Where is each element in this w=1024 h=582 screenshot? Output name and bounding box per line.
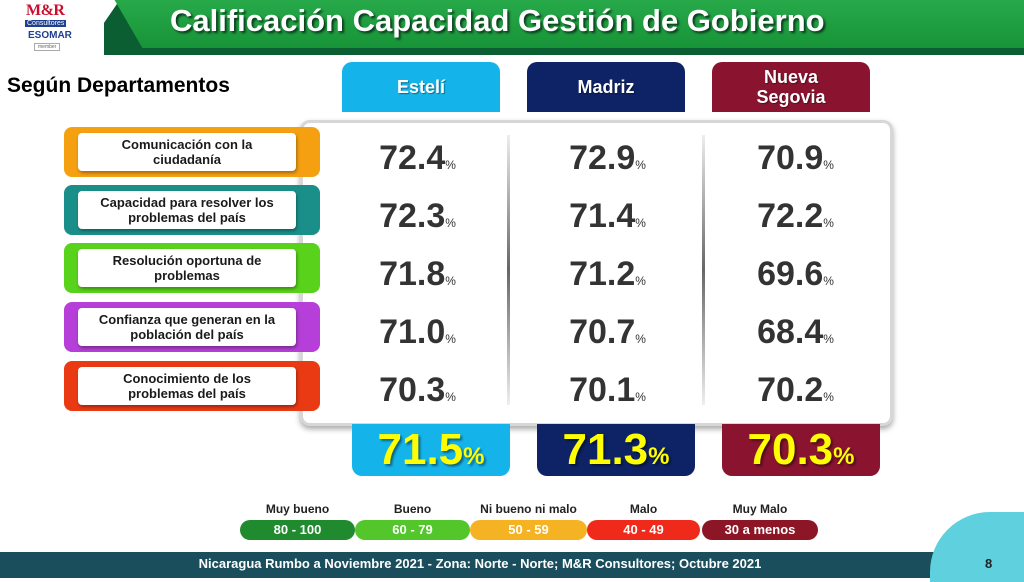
percent-sign: % <box>823 158 834 172</box>
cell-number: 71.8 <box>379 255 446 293</box>
cell-number: 70.2 <box>757 371 824 409</box>
cell-number: 71.0 <box>379 313 446 351</box>
percent-sign: % <box>648 443 670 470</box>
percent-sign: % <box>445 216 456 230</box>
row-label-text: Confianza que generan en la población de… <box>98 312 276 342</box>
cell-value: 72.3% <box>330 196 505 236</box>
cell-value: 70.9% <box>708 138 883 178</box>
total-number: 71.5 <box>377 425 464 474</box>
total-number: 71.3 <box>562 425 649 474</box>
total-madriz: 71.3% <box>537 424 695 476</box>
cell-number: 72.2 <box>757 197 824 235</box>
legend-label: Bueno <box>393 502 432 516</box>
page-title: Calificación Capacidad Gestión de Gobier… <box>170 3 825 38</box>
percent-sign: % <box>445 390 456 404</box>
cell-value: 71.2% <box>520 254 695 294</box>
cell-value: 71.4% <box>520 196 695 236</box>
percent-sign: % <box>823 390 834 404</box>
cell-value: 70.2% <box>708 370 883 410</box>
cell-number: 72.4 <box>379 139 446 177</box>
legend-range: 30 a menos <box>702 520 818 540</box>
cell-number: 70.7 <box>569 313 636 351</box>
company-logo: M&R Consultores ESOMAR member <box>0 0 104 60</box>
percent-sign: % <box>833 443 855 470</box>
row-label: Confianza que generan en la población de… <box>78 308 296 346</box>
cell-value: 68.4% <box>708 312 883 352</box>
legend-label: Malo <box>629 502 658 516</box>
column-header-label: Nueva Segovia <box>756 67 826 107</box>
cell-value: 71.8% <box>330 254 505 294</box>
logo-member-text: member <box>34 43 61 51</box>
cell-value: 70.1% <box>520 370 695 410</box>
percent-sign: % <box>445 332 456 346</box>
percent-sign: % <box>445 274 456 288</box>
logo-main-text: M&R <box>26 2 65 19</box>
cell-number: 72.3 <box>379 197 446 235</box>
total-esteli: 71.5% <box>352 424 510 476</box>
cell-value: 71.0% <box>330 312 505 352</box>
row-label-text: Conocimiento de los problemas del país <box>123 371 251 401</box>
row-label: Resolución oportuna de problemas <box>78 249 296 287</box>
legend-range: 40 - 49 <box>587 520 700 540</box>
legend-label: Muy Malo <box>732 502 788 516</box>
percent-sign: % <box>823 274 834 288</box>
total-nueva-segovia: 70.3% <box>722 424 880 476</box>
percent-sign: % <box>635 158 646 172</box>
legend-range: 50 - 59 <box>470 520 587 540</box>
percent-sign: % <box>463 443 485 470</box>
column-header-esteli: Estelí <box>342 62 500 112</box>
cell-number: 70.9 <box>757 139 824 177</box>
percent-sign: % <box>635 216 646 230</box>
total-number: 70.3 <box>747 425 834 474</box>
row-label: Capacidad para resolver los problemas de… <box>78 191 296 229</box>
decorative-wave <box>930 512 1024 582</box>
percent-sign: % <box>635 390 646 404</box>
column-divider <box>507 135 510 405</box>
percent-sign: % <box>823 332 834 346</box>
row-label-text: Comunicación con la ciudadanía <box>121 137 253 167</box>
footer-text: Nicaragua Rumbo a Noviembre 2021 - Zona:… <box>198 556 762 571</box>
percent-sign: % <box>823 216 834 230</box>
cell-value: 72.2% <box>708 196 883 236</box>
row-label-text: Resolución oportuna de problemas <box>112 253 262 283</box>
cell-number: 71.4 <box>569 197 636 235</box>
section-subtitle: Según Departamentos <box>7 74 230 97</box>
cell-value: 69.6% <box>708 254 883 294</box>
cell-number: 68.4 <box>757 313 824 351</box>
cell-value: 72.9% <box>520 138 695 178</box>
page-number: 8 <box>985 556 993 571</box>
column-divider <box>702 135 705 405</box>
cell-number: 69.6 <box>757 255 824 293</box>
percent-sign: % <box>635 332 646 346</box>
percent-sign: % <box>635 274 646 288</box>
percent-sign: % <box>445 158 456 172</box>
cell-value: 70.3% <box>330 370 505 410</box>
row-label-text: Capacidad para resolver los problemas de… <box>100 195 274 225</box>
logo-sub-text: Consultores <box>25 20 67 27</box>
row-label: Conocimiento de los problemas del país <box>78 367 296 405</box>
cell-value: 72.4% <box>330 138 505 178</box>
legend-range: 80 - 100 <box>240 520 355 540</box>
cell-number: 71.2 <box>569 255 636 293</box>
column-header-madriz: Madriz <box>527 62 685 112</box>
cell-value: 70.7% <box>520 312 695 352</box>
column-header-nueva-segovia: Nueva Segovia <box>712 62 870 112</box>
cell-number: 70.3 <box>379 371 446 409</box>
legend-label: Ni bueno ni malo <box>480 502 577 516</box>
logo-esomar-text: ESOMAR <box>28 30 72 41</box>
row-label: Comunicación con la ciudadanía <box>78 133 296 171</box>
legend-label: Muy bueno <box>265 502 330 516</box>
header-bar <box>114 0 1024 48</box>
cell-number: 72.9 <box>569 139 636 177</box>
footer-bar <box>0 552 1024 578</box>
cell-number: 70.1 <box>569 371 636 409</box>
legend-range: 60 - 79 <box>355 520 470 540</box>
